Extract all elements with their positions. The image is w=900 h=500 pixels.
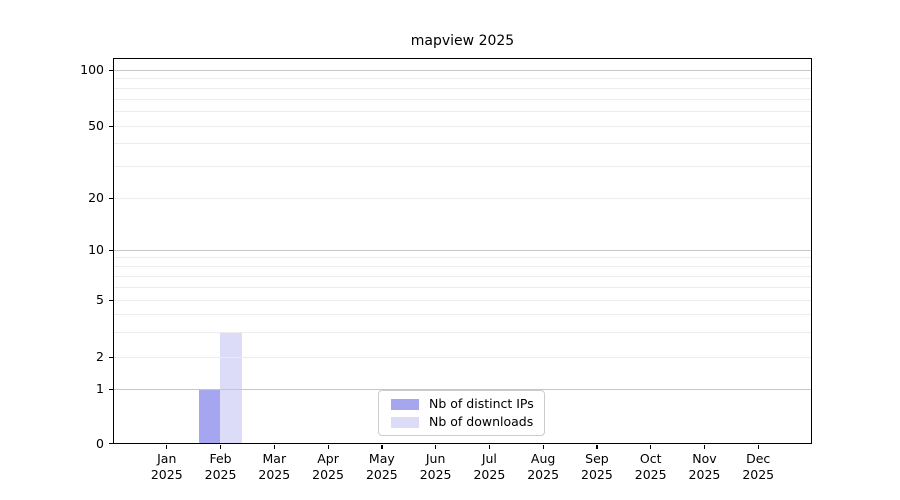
y-tick-mark xyxy=(108,197,113,199)
gridline-major xyxy=(114,69,811,71)
x-tick-mark xyxy=(435,444,437,449)
x-tick-label: Oct 2025 xyxy=(634,451,667,482)
gridline-minor xyxy=(114,78,811,80)
gridline-major xyxy=(114,249,811,251)
x-tick-mark xyxy=(596,444,598,449)
y-tick-label: 50 xyxy=(88,118,104,133)
x-tick-label: Apr 2025 xyxy=(312,451,344,482)
gridline-minor xyxy=(114,111,811,113)
plot-area xyxy=(113,58,812,444)
x-tick-mark xyxy=(650,444,652,449)
x-tick-label: Jun 2025 xyxy=(419,451,452,482)
x-tick-mark xyxy=(273,444,275,449)
legend-label-downloads: Nb of downloads xyxy=(429,414,534,429)
legend: Nb of distinct IPs Nb of downloads xyxy=(378,390,545,436)
gridline-level xyxy=(114,197,811,199)
x-tick-label: Aug 2025 xyxy=(527,451,560,482)
gridline-minor xyxy=(114,257,811,259)
y-tick-label: 2 xyxy=(96,349,104,364)
legend-swatch-distinct-ips xyxy=(391,398,419,410)
x-tick-mark xyxy=(327,444,329,449)
y-tick-label: 5 xyxy=(96,292,104,307)
gridline-level xyxy=(114,125,811,127)
x-tick-mark xyxy=(757,444,759,449)
x-tick-mark xyxy=(703,444,706,449)
x-tick-label: Nov 2025 xyxy=(688,451,721,482)
x-tick-label: Mar 2025 xyxy=(258,451,291,482)
y-tick-label: 1 xyxy=(96,381,104,396)
x-tick-label: Jul 2025 xyxy=(473,451,506,482)
y-tick-mark xyxy=(108,299,113,301)
chart-title: mapview 2025 xyxy=(410,33,515,49)
y-tick-label: 10 xyxy=(88,242,104,257)
legend-swatch-downloads xyxy=(391,416,419,428)
y-tick-label: 20 xyxy=(88,190,104,205)
legend-item-distinct-ips: Nb of distinct IPs xyxy=(391,397,544,411)
y-tick-mark xyxy=(108,356,113,358)
bar-downloads-feb xyxy=(220,331,242,443)
gridline-minor xyxy=(114,313,811,315)
gridline-minor xyxy=(114,286,811,288)
y-tick-mark xyxy=(108,125,113,127)
y-tick-label: 100 xyxy=(80,62,104,77)
x-tick-label: Jan 2025 xyxy=(150,451,183,482)
gridline-minor xyxy=(114,165,811,167)
gridline-minor xyxy=(114,143,811,145)
x-tick-mark xyxy=(381,444,383,449)
gridline-minor xyxy=(114,87,811,89)
x-tick-label: Feb 2025 xyxy=(204,451,237,482)
y-tick-mark xyxy=(108,443,113,445)
bar-distinct-ips-feb xyxy=(198,388,221,443)
x-tick-mark xyxy=(488,444,491,449)
legend-label-distinct-ips: Nb of distinct IPs xyxy=(429,396,534,411)
gridline-minor xyxy=(114,331,811,333)
gridline-minor xyxy=(114,265,811,267)
legend-item-downloads: Nb of downloads xyxy=(391,415,544,429)
gridline-major xyxy=(114,388,811,390)
x-tick-label: Dec 2025 xyxy=(742,451,775,482)
gridline-minor xyxy=(114,275,811,277)
x-tick-label: May 2025 xyxy=(365,451,398,482)
gridline-level xyxy=(114,299,811,301)
y-tick-mark xyxy=(108,249,113,251)
x-tick-mark xyxy=(220,444,222,449)
x-tick-label: Sep 2025 xyxy=(581,451,613,482)
y-tick-mark xyxy=(108,69,113,71)
gridline-minor xyxy=(114,98,811,100)
x-tick-mark xyxy=(542,444,544,449)
x-tick-mark xyxy=(166,444,168,449)
gridline-level xyxy=(114,356,811,358)
y-tick-label: 0 xyxy=(96,435,104,451)
y-tick-mark xyxy=(108,388,113,390)
